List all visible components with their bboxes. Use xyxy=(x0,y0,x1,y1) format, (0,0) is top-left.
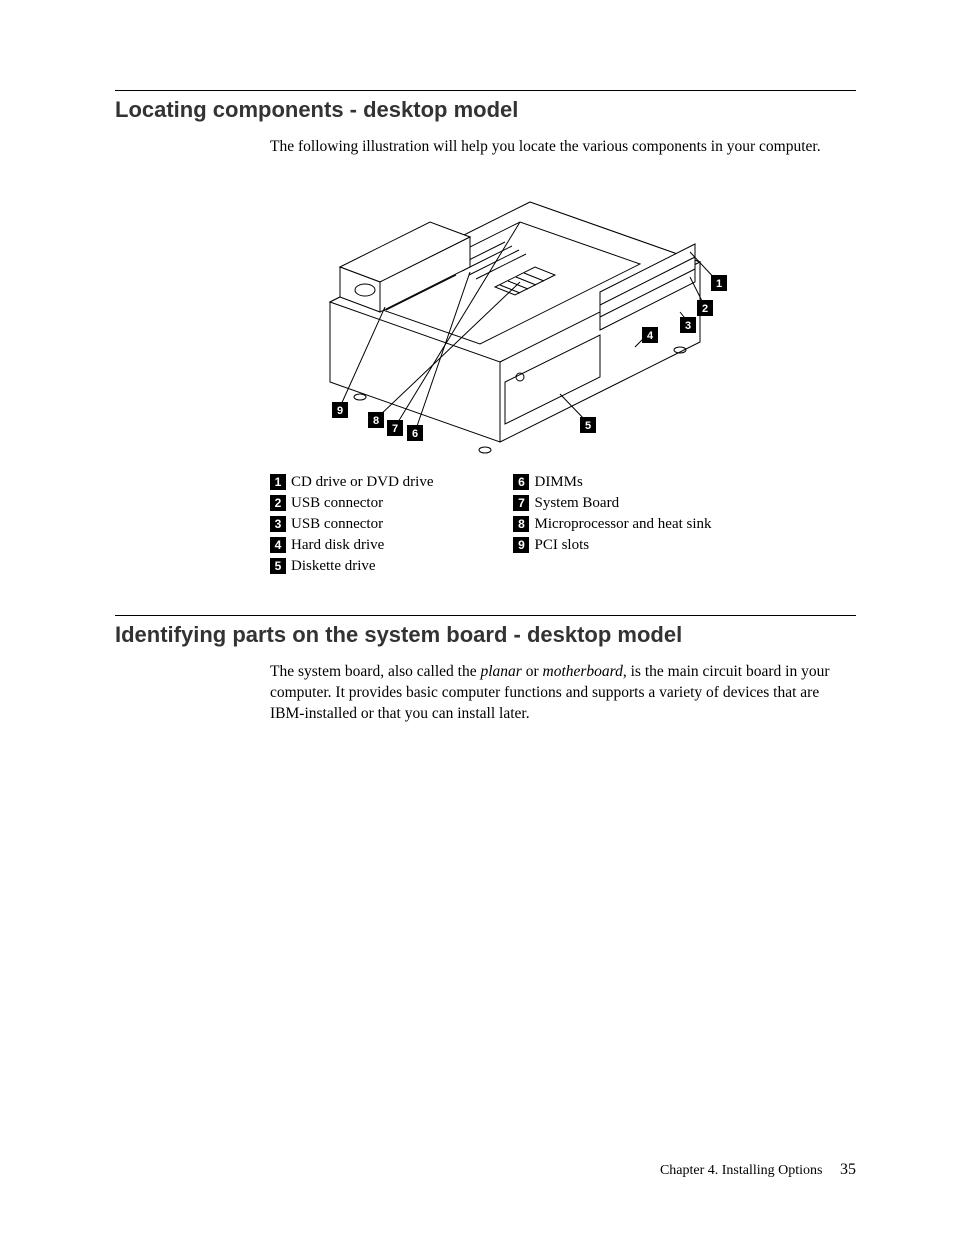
legend-label: DIMMs xyxy=(534,474,582,491)
svg-text:1: 1 xyxy=(716,278,722,290)
intro-text: The following illustration will help you… xyxy=(270,137,856,158)
svg-text:6: 6 xyxy=(412,428,418,440)
legend-label: Diskette drive xyxy=(291,558,376,575)
page-footer: Chapter 4. Installing Options 35 xyxy=(660,1161,856,1179)
legend-num: 6 xyxy=(513,474,529,490)
legend-item: 5 Diskette drive xyxy=(270,558,433,575)
legend-label: PCI slots xyxy=(534,537,589,554)
legend-item: 9 PCI slots xyxy=(513,537,711,554)
svg-text:3: 3 xyxy=(685,320,691,332)
para-pre: The system board, also called the xyxy=(270,663,480,680)
legend-item: 6 DIMMs xyxy=(513,474,711,491)
para-or: or xyxy=(522,663,543,680)
legend-label: USB connector xyxy=(291,516,383,533)
legend-num: 5 xyxy=(270,558,286,574)
legend-label: CD drive or DVD drive xyxy=(291,474,433,491)
legend-item: 1 CD drive or DVD drive xyxy=(270,474,433,491)
legend-num: 3 xyxy=(270,516,286,532)
heading-locating-components: Locating components - desktop model xyxy=(115,97,856,123)
motherboard-term: motherboard xyxy=(543,663,623,680)
footer-chapter: Chapter 4. Installing Options xyxy=(660,1163,823,1178)
section-divider-2 xyxy=(115,615,856,616)
page: Locating components - desktop model The … xyxy=(0,0,954,1235)
svg-text:7: 7 xyxy=(392,423,398,435)
svg-text:4: 4 xyxy=(647,330,654,342)
svg-text:8: 8 xyxy=(373,415,379,427)
intro-paragraph: The following illustration will help you… xyxy=(270,137,856,158)
legend-label: USB connector xyxy=(291,495,383,512)
footer-page-number: 35 xyxy=(840,1161,856,1178)
legend-item: 4 Hard disk drive xyxy=(270,537,433,554)
legend-num: 1 xyxy=(270,474,286,490)
legend-num: 7 xyxy=(513,495,529,511)
legend-item: 8 Microprocessor and heat sink xyxy=(513,516,711,533)
legend: 1 CD drive or DVD drive 2 USB connector 3U… xyxy=(270,474,856,575)
legend-label: Hard disk drive xyxy=(291,537,384,554)
planar-term: planar xyxy=(480,663,521,680)
component-diagram: 1 2 3 4 5 6 7 8 9 xyxy=(270,172,856,462)
legend-num: 4 xyxy=(270,537,286,553)
legend-label: System Board xyxy=(534,495,619,512)
svg-text:9: 9 xyxy=(337,405,343,417)
section-divider-1 xyxy=(115,90,856,91)
legend-item: 2 USB connector xyxy=(270,495,433,512)
desktop-illustration: 1 2 3 4 5 6 7 8 9 xyxy=(270,172,730,462)
legend-num: 2 xyxy=(270,495,286,511)
legend-label: Microprocessor and heat sink xyxy=(534,516,711,533)
system-board-paragraph: The system board, also called the planar… xyxy=(270,662,856,725)
heading-identifying-parts: Identifying parts on the system board - … xyxy=(115,622,856,648)
legend-item: 7 System Board xyxy=(513,495,711,512)
svg-text:2: 2 xyxy=(702,303,708,315)
legend-item: 3 USB connector xyxy=(270,516,433,533)
svg-text:5: 5 xyxy=(585,420,591,432)
legend-num: 9 xyxy=(513,537,529,553)
legend-col-right: 6 DIMMs 7 System Board 8 Microprocessor and… xyxy=(513,474,711,575)
legend-col-left: 1 CD drive or DVD drive 2 USB connector 3U… xyxy=(270,474,433,575)
system-board-text: The system board, also called the planar… xyxy=(270,662,856,725)
legend-num: 8 xyxy=(513,516,529,532)
